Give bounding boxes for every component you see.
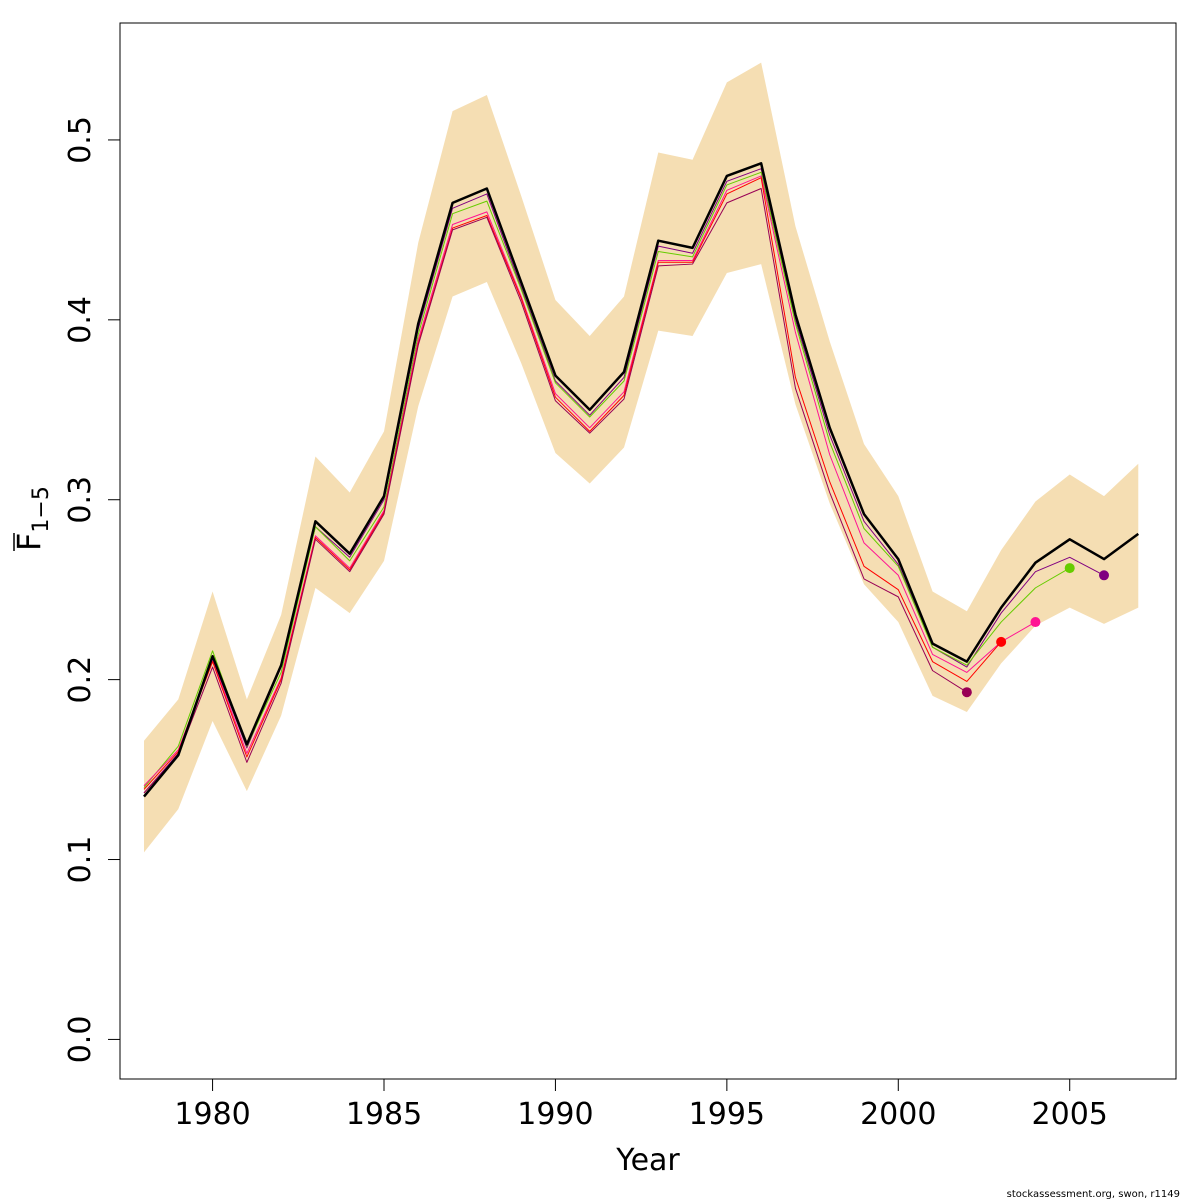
series-end-point-1 [1099,570,1109,581]
y-tick-label: 0.4 [63,296,98,344]
x-tick-label: 2000 [860,1097,936,1132]
series-end-point-3 [1030,617,1041,628]
x-tick-label: 1985 [346,1097,422,1132]
y-tick-label: 0.1 [63,836,98,884]
y-tick-label: 0.3 [63,476,98,524]
x-tick-label: 1995 [689,1097,765,1132]
confidence-band [144,62,1139,853]
series-layer [143,162,1140,798]
y-axis-title-main: F [10,533,48,551]
series-end-point-4 [996,636,1007,647]
credit-text: stockassessment.org, swon, r1149 [1007,1189,1180,1200]
series-end-point-2 [1064,563,1075,574]
y-axis-title-text: F1−5 [10,486,54,551]
x-tick-label: 1980 [174,1097,250,1132]
series-line-0 [143,162,1140,798]
y-tick-label: 0.5 [63,116,98,164]
confidence-band-layer [144,62,1139,853]
series-end-point-5 [961,687,972,698]
y-axis: 0.0 0.1 0.2 0.3 0.4 0.5 [63,116,121,1064]
x-tick-label: 2005 [1032,1097,1108,1132]
series-line-4 [143,177,1002,790]
x-axis: 1980 1985 1990 1995 2000 2005 [174,1078,1108,1132]
x-axis-title: Year [615,1143,680,1178]
y-axis-title-subscript: 1−5 [29,486,54,532]
series-line-2 [143,171,1070,788]
end-points-layer [961,563,1109,698]
x-tick-label: 1990 [517,1097,593,1132]
y-tick-label: 0.2 [63,656,98,704]
series-line-5 [143,188,968,794]
y-axis-title: F1−5 [10,486,54,551]
y-tick-label: 0.0 [63,1016,98,1064]
